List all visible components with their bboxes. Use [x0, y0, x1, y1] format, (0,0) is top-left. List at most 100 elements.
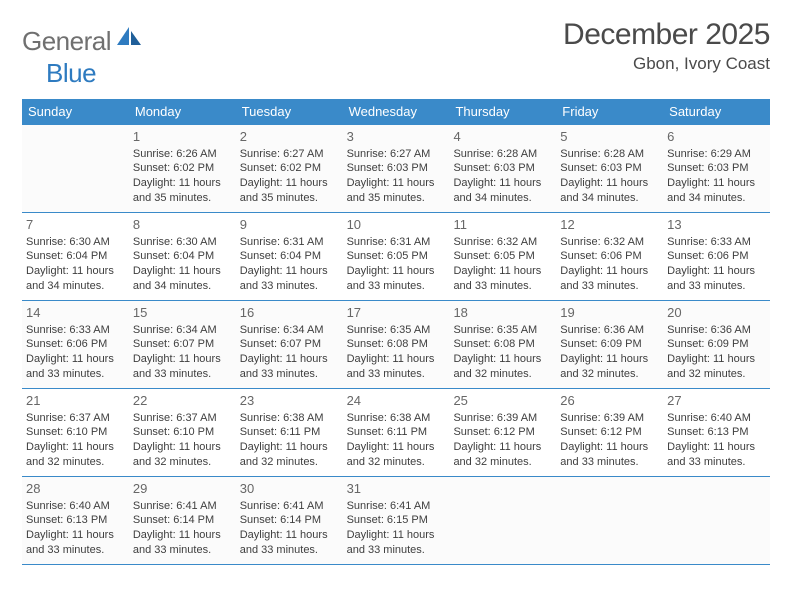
sunrise-line: Sunrise: 6:40 AM — [667, 411, 766, 426]
daylight-line: Daylight: 11 hours and 33 minutes. — [667, 440, 766, 470]
day-number: 8 — [133, 216, 232, 234]
daylight-line: Daylight: 11 hours and 33 minutes. — [26, 528, 125, 558]
sunrise-line: Sunrise: 6:39 AM — [560, 411, 659, 426]
day-cell: 18Sunrise: 6:35 AMSunset: 6:08 PMDayligh… — [449, 301, 556, 388]
day-cell — [449, 477, 556, 564]
day-cell: 8Sunrise: 6:30 AMSunset: 6:04 PMDaylight… — [129, 213, 236, 300]
day-number: 7 — [26, 216, 125, 234]
day-cell: 22Sunrise: 6:37 AMSunset: 6:10 PMDayligh… — [129, 389, 236, 476]
day-cell: 15Sunrise: 6:34 AMSunset: 6:07 PMDayligh… — [129, 301, 236, 388]
sunrise-line: Sunrise: 6:39 AM — [453, 411, 552, 426]
sunset-line: Sunset: 6:04 PM — [133, 249, 232, 264]
day-number: 4 — [453, 128, 552, 146]
day-cell: 21Sunrise: 6:37 AMSunset: 6:10 PMDayligh… — [22, 389, 129, 476]
day-cell: 7Sunrise: 6:30 AMSunset: 6:04 PMDaylight… — [22, 213, 129, 300]
sunrise-line: Sunrise: 6:38 AM — [240, 411, 339, 426]
daylight-line: Daylight: 11 hours and 33 minutes. — [347, 528, 446, 558]
week-row: 28Sunrise: 6:40 AMSunset: 6:13 PMDayligh… — [22, 477, 770, 565]
day-cell: 31Sunrise: 6:41 AMSunset: 6:15 PMDayligh… — [343, 477, 450, 564]
sunrise-line: Sunrise: 6:36 AM — [560, 323, 659, 338]
week-row: 14Sunrise: 6:33 AMSunset: 6:06 PMDayligh… — [22, 301, 770, 389]
sunset-line: Sunset: 6:02 PM — [240, 161, 339, 176]
day-number: 3 — [347, 128, 446, 146]
logo-sail-icon — [115, 25, 143, 52]
daylight-line: Daylight: 11 hours and 33 minutes. — [347, 264, 446, 294]
sunset-line: Sunset: 6:03 PM — [453, 161, 552, 176]
day-number: 12 — [560, 216, 659, 234]
sunset-line: Sunset: 6:03 PM — [347, 161, 446, 176]
sunrise-line: Sunrise: 6:41 AM — [347, 499, 446, 514]
logo: General — [22, 26, 143, 57]
day-number: 23 — [240, 392, 339, 410]
sunset-line: Sunset: 6:06 PM — [667, 249, 766, 264]
day-number: 18 — [453, 304, 552, 322]
day-number: 30 — [240, 480, 339, 498]
daylight-line: Daylight: 11 hours and 33 minutes. — [133, 352, 232, 382]
day-cell: 10Sunrise: 6:31 AMSunset: 6:05 PMDayligh… — [343, 213, 450, 300]
day-number: 29 — [133, 480, 232, 498]
daylight-line: Daylight: 11 hours and 32 minutes. — [26, 440, 125, 470]
day-cell: 9Sunrise: 6:31 AMSunset: 6:04 PMDaylight… — [236, 213, 343, 300]
sunrise-line: Sunrise: 6:41 AM — [240, 499, 339, 514]
day-cell — [663, 477, 770, 564]
location-label: Gbon, Ivory Coast — [563, 54, 770, 74]
day-cell — [556, 477, 663, 564]
weekday-sunday: Sunday — [22, 99, 129, 125]
daylight-line: Daylight: 11 hours and 34 minutes. — [560, 176, 659, 206]
sunrise-line: Sunrise: 6:30 AM — [133, 235, 232, 250]
daylight-line: Daylight: 11 hours and 33 minutes. — [560, 440, 659, 470]
calendar-grid: SundayMondayTuesdayWednesdayThursdayFrid… — [22, 99, 770, 565]
weekday-header-row: SundayMondayTuesdayWednesdayThursdayFrid… — [22, 99, 770, 125]
sunrise-line: Sunrise: 6:38 AM — [347, 411, 446, 426]
weeks-container: 1Sunrise: 6:26 AMSunset: 6:02 PMDaylight… — [22, 125, 770, 565]
sunrise-line: Sunrise: 6:27 AM — [240, 147, 339, 162]
weekday-monday: Monday — [129, 99, 236, 125]
sunset-line: Sunset: 6:15 PM — [347, 513, 446, 528]
day-cell: 24Sunrise: 6:38 AMSunset: 6:11 PMDayligh… — [343, 389, 450, 476]
week-row: 1Sunrise: 6:26 AMSunset: 6:02 PMDaylight… — [22, 125, 770, 213]
daylight-line: Daylight: 11 hours and 32 minutes. — [560, 352, 659, 382]
day-cell: 14Sunrise: 6:33 AMSunset: 6:06 PMDayligh… — [22, 301, 129, 388]
sunset-line: Sunset: 6:14 PM — [240, 513, 339, 528]
sunrise-line: Sunrise: 6:27 AM — [347, 147, 446, 162]
sunrise-line: Sunrise: 6:40 AM — [26, 499, 125, 514]
day-cell: 25Sunrise: 6:39 AMSunset: 6:12 PMDayligh… — [449, 389, 556, 476]
day-cell: 2Sunrise: 6:27 AMSunset: 6:02 PMDaylight… — [236, 125, 343, 212]
day-number: 20 — [667, 304, 766, 322]
sunset-line: Sunset: 6:09 PM — [667, 337, 766, 352]
day-number: 22 — [133, 392, 232, 410]
sunrise-line: Sunrise: 6:29 AM — [667, 147, 766, 162]
sunrise-line: Sunrise: 6:36 AM — [667, 323, 766, 338]
sunrise-line: Sunrise: 6:34 AM — [133, 323, 232, 338]
sunset-line: Sunset: 6:04 PM — [240, 249, 339, 264]
day-number: 10 — [347, 216, 446, 234]
daylight-line: Daylight: 11 hours and 33 minutes. — [240, 528, 339, 558]
sunset-line: Sunset: 6:09 PM — [560, 337, 659, 352]
weekday-wednesday: Wednesday — [343, 99, 450, 125]
sunset-line: Sunset: 6:07 PM — [133, 337, 232, 352]
sunrise-line: Sunrise: 6:35 AM — [347, 323, 446, 338]
sunrise-line: Sunrise: 6:37 AM — [133, 411, 232, 426]
sunset-line: Sunset: 6:06 PM — [26, 337, 125, 352]
day-cell: 16Sunrise: 6:34 AMSunset: 6:07 PMDayligh… — [236, 301, 343, 388]
day-number: 13 — [667, 216, 766, 234]
sunset-line: Sunset: 6:10 PM — [26, 425, 125, 440]
day-number: 28 — [26, 480, 125, 498]
daylight-line: Daylight: 11 hours and 34 minutes. — [453, 176, 552, 206]
day-cell — [22, 125, 129, 212]
day-number: 9 — [240, 216, 339, 234]
daylight-line: Daylight: 11 hours and 35 minutes. — [240, 176, 339, 206]
day-number: 31 — [347, 480, 446, 498]
daylight-line: Daylight: 11 hours and 33 minutes. — [347, 352, 446, 382]
daylight-line: Daylight: 11 hours and 32 minutes. — [133, 440, 232, 470]
day-cell: 20Sunrise: 6:36 AMSunset: 6:09 PMDayligh… — [663, 301, 770, 388]
sunset-line: Sunset: 6:12 PM — [453, 425, 552, 440]
day-cell: 11Sunrise: 6:32 AMSunset: 6:05 PMDayligh… — [449, 213, 556, 300]
sunrise-line: Sunrise: 6:37 AM — [26, 411, 125, 426]
sunrise-line: Sunrise: 6:30 AM — [26, 235, 125, 250]
sunset-line: Sunset: 6:03 PM — [560, 161, 659, 176]
sunset-line: Sunset: 6:10 PM — [133, 425, 232, 440]
sunrise-line: Sunrise: 6:31 AM — [347, 235, 446, 250]
sunrise-line: Sunrise: 6:33 AM — [26, 323, 125, 338]
day-number: 16 — [240, 304, 339, 322]
